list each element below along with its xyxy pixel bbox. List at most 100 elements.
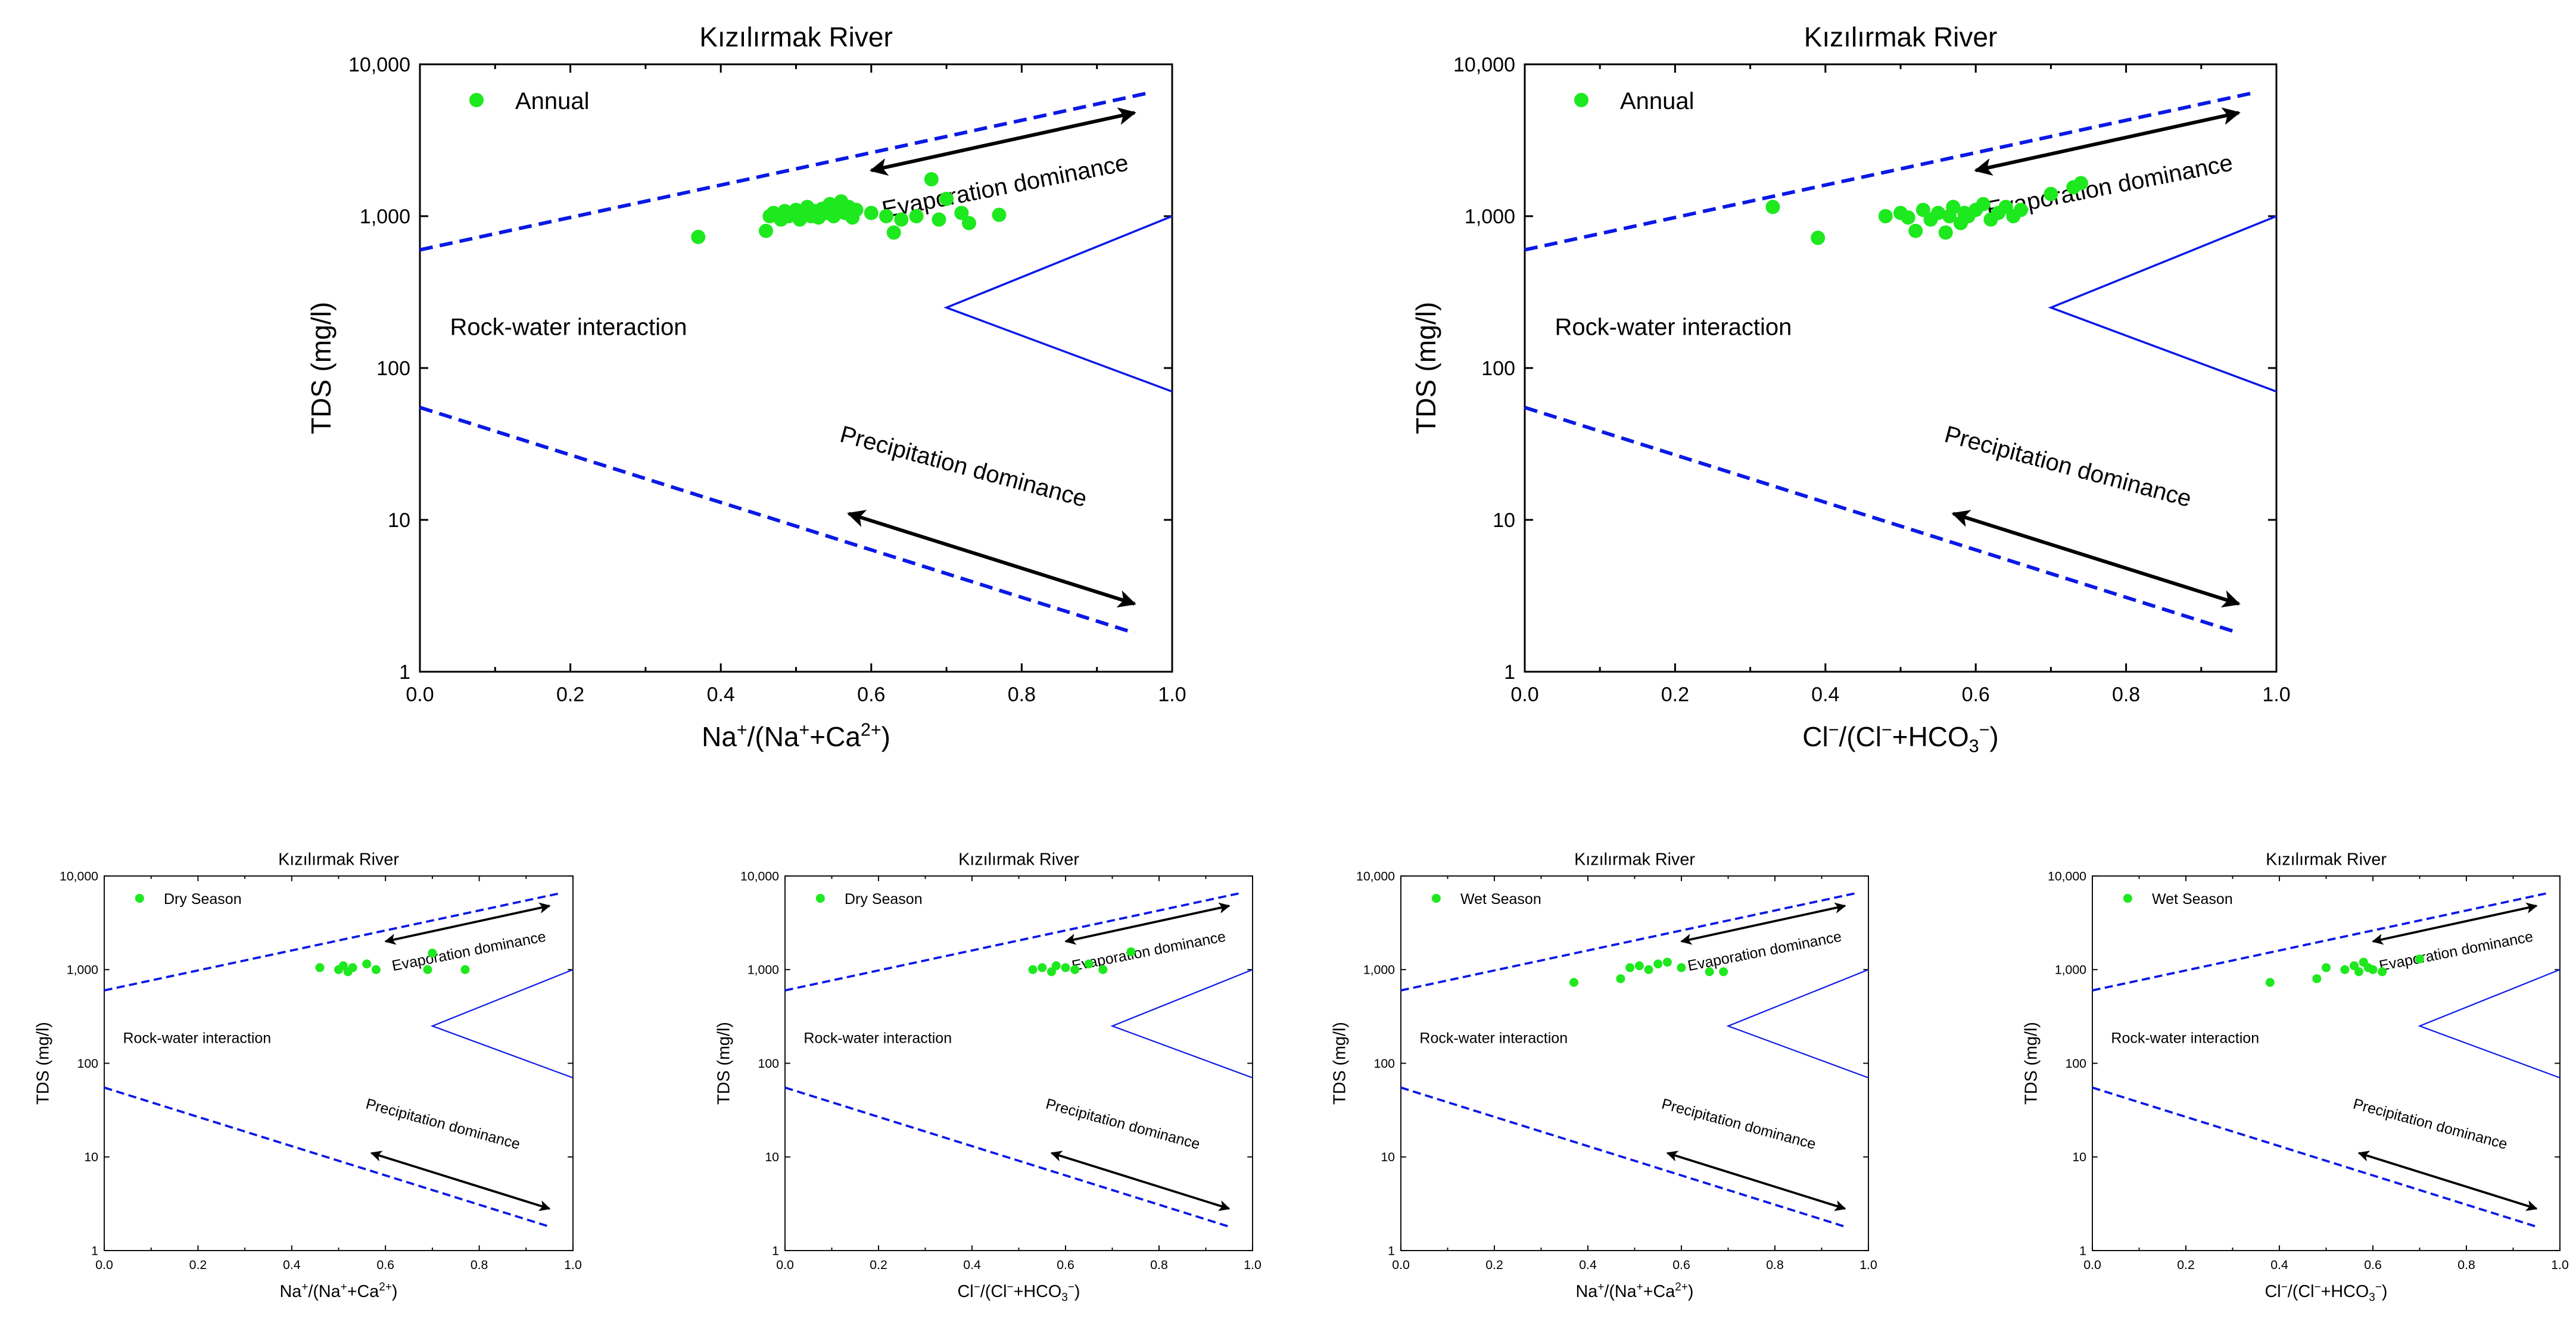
data-point bbox=[2368, 965, 2378, 974]
data-point bbox=[1634, 961, 1644, 971]
legend-label: Dry Season bbox=[845, 891, 923, 908]
data-point bbox=[1938, 225, 1953, 240]
x-tick-label: 0.0 bbox=[95, 1258, 113, 1272]
y-tick-label: 10 bbox=[1493, 509, 1515, 532]
rock-water-label: Rock-water interaction bbox=[2111, 1030, 2259, 1046]
y-tick-label: 10 bbox=[765, 1150, 779, 1164]
data-point bbox=[2322, 963, 2331, 972]
rock-wedge-line bbox=[2048, 215, 2277, 393]
x-tick-label: 1.0 bbox=[2262, 683, 2290, 706]
lower-boundary-line bbox=[419, 406, 1135, 635]
legend-label: Annual bbox=[1620, 88, 1695, 114]
x-tick-label: 0.8 bbox=[1008, 683, 1036, 706]
x-axis-label: Na+/(Na++Ca2+) bbox=[702, 721, 890, 752]
rock-water-label: Rock-water interaction bbox=[123, 1030, 271, 1046]
x-tick-label: 0.2 bbox=[556, 683, 584, 706]
evaporation-arrow bbox=[384, 902, 551, 945]
data-point bbox=[1719, 967, 1728, 977]
evaporation-arrow bbox=[1974, 107, 2241, 176]
data-point bbox=[992, 207, 1007, 222]
y-tick-label: 10,000 bbox=[60, 869, 98, 883]
x-axis-label-part: +HCO bbox=[1014, 1282, 1062, 1301]
x-axis-label-part: − bbox=[1829, 721, 1839, 740]
legend-label: Annual bbox=[515, 88, 590, 114]
x-axis-label: Cl−/(Cl−+HCO3−) bbox=[2265, 1281, 2388, 1304]
x-axis: 0.0 0.2 0.4 0.6 0.8 1.0 bbox=[776, 876, 1261, 1272]
legend-label: Wet Season bbox=[1460, 891, 1541, 908]
x-axis-label-part: + bbox=[1597, 1281, 1604, 1293]
x-axis-label-part: 2+ bbox=[861, 721, 881, 740]
data-point bbox=[1677, 963, 1686, 972]
x-tick-label: 1.0 bbox=[1244, 1258, 1261, 1272]
x-axis-label-part: Cl bbox=[958, 1282, 974, 1301]
x-axis-label-part: +Ca bbox=[809, 721, 861, 752]
y-tick-label: 10,000 bbox=[348, 54, 410, 76]
chart-title: Kızılırmak River bbox=[2266, 850, 2387, 869]
precipitation-label: Precipitation dominance bbox=[1044, 1096, 1202, 1153]
x-tick-label: 0.6 bbox=[1672, 1258, 1690, 1272]
data-point bbox=[924, 172, 939, 187]
lower-boundary-line bbox=[104, 1086, 550, 1228]
precipitation-arrow bbox=[2357, 1151, 2538, 1211]
data-point bbox=[2378, 967, 2387, 977]
x-tick-label: 0.8 bbox=[1150, 1258, 1168, 1272]
x-axis-label-part: ) bbox=[1688, 1282, 1694, 1301]
x-axis-label-part: /(Cl bbox=[1839, 721, 1882, 752]
y-tick-label: 10,000 bbox=[1453, 54, 1515, 76]
y-tick-label: 10 bbox=[2072, 1150, 2086, 1164]
x-axis-label-part: 2+ bbox=[1675, 1281, 1688, 1293]
x-axis-label-part: ) bbox=[881, 721, 890, 752]
x-tick-label: 0.2 bbox=[1661, 683, 1689, 706]
x-axis-label-part: + bbox=[341, 1281, 347, 1293]
x-tick-label: 0.6 bbox=[1057, 1258, 1074, 1272]
data-point bbox=[348, 963, 357, 972]
y-tick-label: 1 bbox=[1504, 661, 1515, 684]
data-point bbox=[1908, 223, 1923, 238]
chart-panel-6: 0.0 0.2 0.4 0.6 0.8 1.0 1 10 100 1,000 10,000 Kızıl… bbox=[2021, 850, 2569, 1304]
x-axis: 0.0 0.2 0.4 0.6 0.8 1.0 bbox=[95, 876, 582, 1272]
x-axis-label-part: − bbox=[974, 1281, 980, 1293]
x-axis-label-part: +HCO bbox=[1892, 721, 1969, 752]
rock-wedge-line bbox=[430, 969, 574, 1078]
x-tick-label: 0.4 bbox=[2270, 1258, 2288, 1272]
data-point bbox=[1653, 959, 1663, 969]
evaporation-arrow bbox=[1064, 902, 1231, 945]
data-point bbox=[849, 202, 864, 217]
x-axis-label-part: +HCO bbox=[2321, 1282, 2369, 1301]
data-point bbox=[939, 191, 954, 206]
data-point bbox=[1931, 205, 1946, 220]
x-axis-label-part: − bbox=[1068, 1281, 1074, 1293]
legend-marker bbox=[135, 894, 144, 903]
y-tick-label: 1 bbox=[1388, 1243, 1395, 1258]
x-tick-label: 0.0 bbox=[406, 683, 434, 706]
y-tick-label: 100 bbox=[2066, 1056, 2086, 1071]
chart-panel-5: 0.0 0.2 0.4 0.6 0.8 1.0 1 10 100 1,000 10,000 Kızıl… bbox=[1330, 850, 1877, 1301]
legend-marker bbox=[1574, 93, 1588, 107]
y-tick-label: 10 bbox=[388, 509, 410, 532]
x-tick-label: 0.8 bbox=[471, 1258, 488, 1272]
legend-marker bbox=[1431, 894, 1441, 903]
x-tick-label: 0.4 bbox=[707, 683, 735, 706]
x-tick-label: 0.4 bbox=[1811, 683, 1839, 706]
lower-boundary-line bbox=[1524, 406, 2239, 635]
x-axis-label-part: Na bbox=[702, 721, 737, 752]
x-axis-label-part: /(Cl bbox=[980, 1282, 1007, 1301]
x-axis-label-part: Cl bbox=[1802, 721, 1828, 752]
data-point bbox=[2265, 978, 2275, 987]
data-point bbox=[1976, 197, 1991, 211]
y-axis-label: TDS (mg/l) bbox=[2021, 1022, 2041, 1105]
precipitation-arrow bbox=[1050, 1151, 1231, 1211]
scatter-series bbox=[2265, 954, 2424, 987]
y-tick-label: 10,000 bbox=[740, 869, 779, 883]
x-axis-label-part: + bbox=[737, 721, 747, 740]
data-point bbox=[1098, 965, 1108, 974]
x-axis-label-part: ) bbox=[392, 1282, 398, 1301]
evaporation-arrow bbox=[2372, 902, 2538, 945]
y-tick-label: 1,000 bbox=[1465, 205, 1515, 228]
data-point bbox=[1625, 963, 1635, 972]
x-axis-label: Na+/(Na++Ca2+) bbox=[1575, 1281, 1693, 1301]
data-point bbox=[2013, 202, 2028, 217]
data-point bbox=[1644, 965, 1653, 974]
y-tick-label: 1,000 bbox=[1363, 963, 1395, 977]
y-axis: 1 10 100 1,000 10,000 bbox=[1453, 54, 2276, 684]
